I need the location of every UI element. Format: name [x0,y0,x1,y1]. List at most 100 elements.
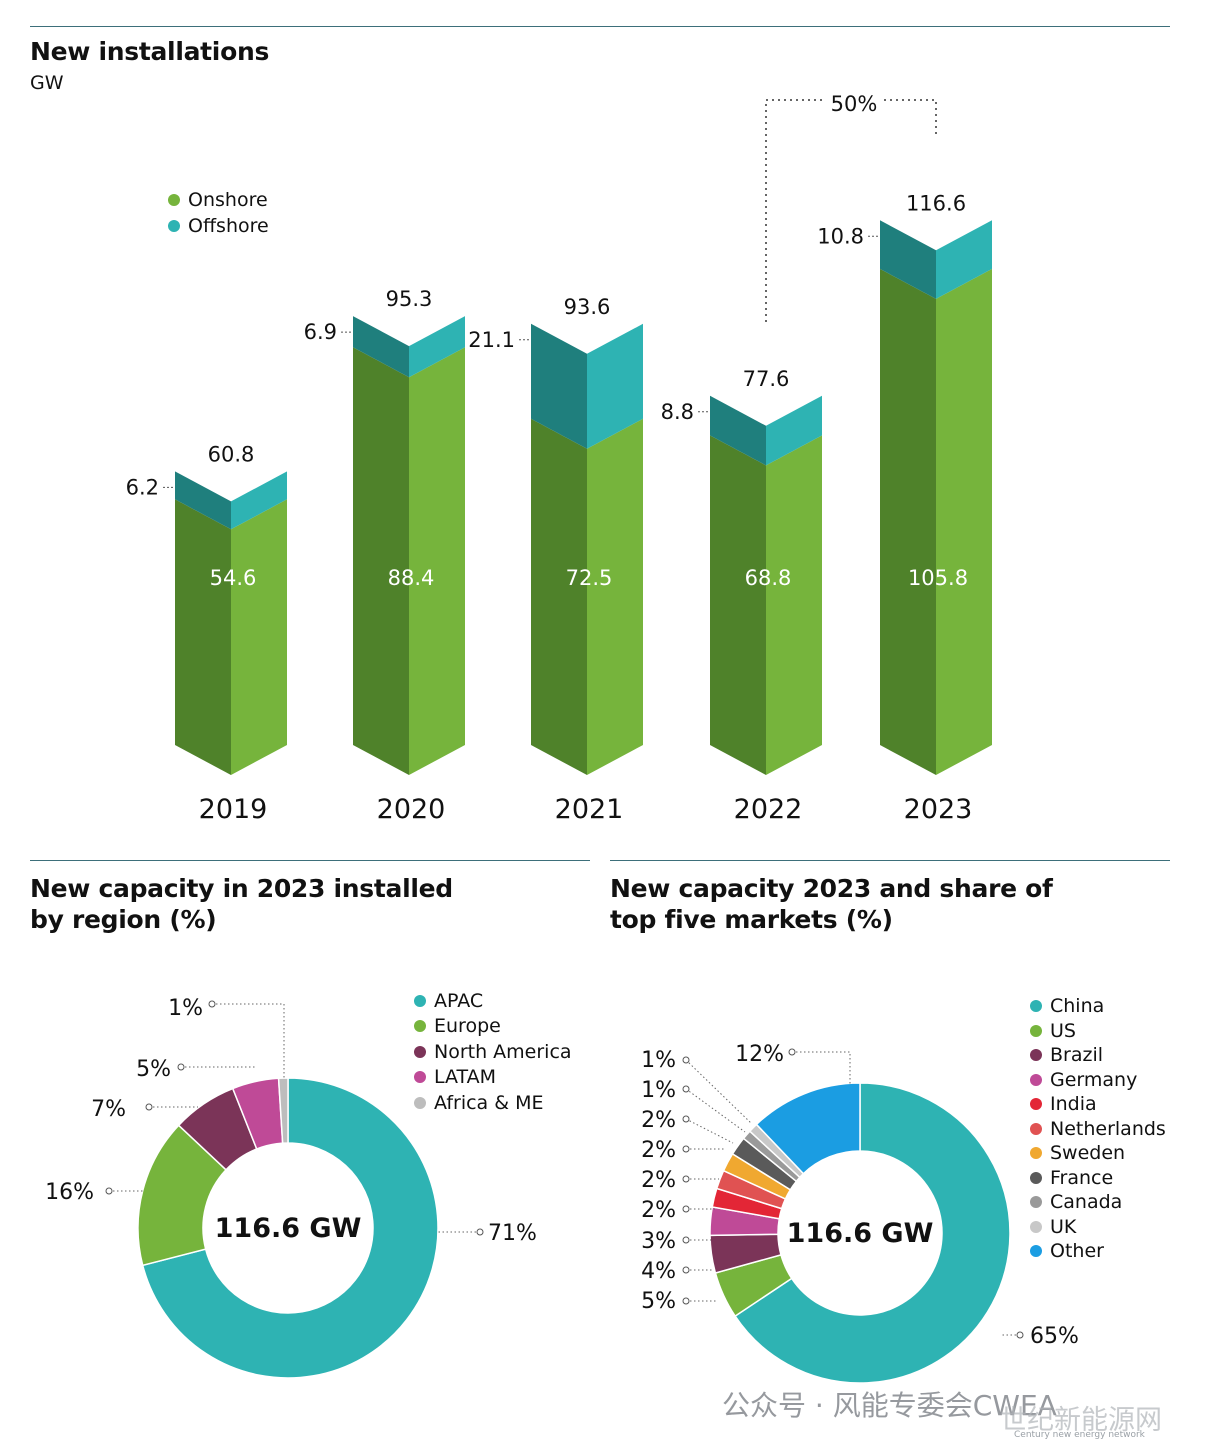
markets-chart-title: New capacity 2023 and share of top five … [610,874,1053,934]
markets-legend-label: Brazil [1050,1044,1104,1067]
uk-label: 1% [641,1048,676,1073]
onshore-value-label: 72.5 [566,566,613,590]
other-leader [792,1051,851,1084]
bar-chart-legend: Onshore Offshore [168,187,269,239]
onshore-bar-side-2019 [175,499,231,775]
markets-legend-swatch [1030,1098,1042,1111]
donut-center-label: 116.6 GW [215,1213,362,1244]
markets-legend-label: US [1050,1019,1076,1042]
region-legend-label: Africa & ME [434,1091,544,1114]
africa-me-label: 1% [168,996,203,1021]
growth-bracket-right [884,99,937,138]
canada-marker [682,1085,690,1093]
legend-item-offshore: Offshore [168,213,269,239]
france-leader [685,1118,734,1144]
total-value-label: 116.6 [906,191,966,215]
year-tick-label: 2023 [904,794,973,825]
markets-legend-label: Netherlands [1050,1117,1166,1140]
year-tick-label: 2019 [199,794,268,825]
offshore-value-label: 6.2 [126,475,159,499]
us-label: 5% [641,1289,676,1314]
bar-chart-unit: GW [30,72,64,94]
region-legend-swatch [414,1096,426,1109]
watermark-site-en: Century new energy network [1014,1430,1145,1440]
region-legend-item: North America [414,1039,572,1065]
region-legend-label: APAC [434,989,484,1012]
top-rule [30,26,1170,27]
us-marker [682,1297,690,1305]
bar-chart: 54.6 60.8 6.2 2019 88.4 95.3 6.9 2020 72.5 93.6 21… [126,92,992,825]
markets-legend-item: Other [1030,1239,1166,1264]
offshore-value-label: 10.8 [817,224,864,248]
markets-legend-swatch [1030,1171,1042,1184]
offshore-value-label: 8.8 [661,400,694,424]
total-value-label: 95.3 [386,287,433,311]
france-label: 2% [641,1108,676,1133]
markets-legend-label: Other [1050,1240,1104,1263]
year-tick-label: 2020 [377,794,446,825]
onshore-bar-2023 [936,268,992,775]
markets-legend-swatch [1030,1220,1042,1233]
sweden-marker [682,1145,690,1153]
onshore-bar-2021 [587,418,643,775]
markets-legend-label: Germany [1050,1068,1138,1091]
markets-legend: China US Brazil Germany India Netherlands Swed… [1030,994,1166,1264]
markets-legend-swatch [1030,1024,1042,1037]
latam-marker [177,1063,185,1071]
slice-africa-me [277,1077,289,1144]
region-rule [30,860,590,861]
africa-me-marker [208,1000,216,1008]
region-donut-chart: 116.6 GW 71% 16% 7% 5% 1% [45,996,537,1379]
offshore-value-label: 21.1 [468,328,515,352]
canada-leader [685,1088,746,1133]
uk-leader [685,1059,753,1125]
markets-legend-label: Canada [1050,1191,1123,1214]
growth-label: 50% [831,92,878,116]
offshore-bar-side-2020 [353,316,409,378]
canada-label: 1% [641,1078,676,1103]
donut-center-label: 116.6 GW [787,1218,934,1249]
onshore-swatch [168,194,180,206]
offshore-bar-2019 [231,471,287,530]
netherlands-marker [682,1175,690,1183]
offshore-bar-side-2023 [880,220,936,299]
onshore-bar-side-2020 [353,347,409,775]
region-legend-item: APAC [414,988,572,1014]
brazil-marker [682,1266,690,1274]
china-marker [1016,1331,1024,1339]
region-legend-swatch [414,1045,426,1058]
region-legend-swatch [414,1071,426,1084]
markets-legend-item: US [1030,1019,1166,1044]
watermark-text: 公众号 · 风能专委会CWEA [722,1389,1057,1422]
region-legend-item: Africa & ME [414,1090,572,1116]
germany-marker [682,1236,690,1244]
offshore-bar-side-2019 [175,471,231,530]
netherlands-label: 2% [641,1168,676,1193]
apac-label: 71% [488,1221,537,1246]
markets-legend-item: Germany [1030,1068,1166,1093]
markets-legend-item: Canada [1030,1190,1166,1215]
other-label: 12% [735,1042,784,1067]
onshore-bar-side-2022 [710,435,766,775]
onshore-bar-2020 [409,347,465,775]
markets-legend-item: Brazil [1030,1043,1166,1068]
markets-legend-label: UK [1050,1215,1077,1238]
onshore-bar-side-2023 [880,268,936,775]
total-value-label: 77.6 [743,367,790,391]
offshore-swatch [168,220,180,232]
region-legend-swatch [414,1020,426,1033]
france-marker [682,1115,690,1123]
brazil-label: 4% [641,1259,676,1284]
slice-other [755,1082,861,1175]
markets-legend-swatch [1030,1196,1042,1209]
region-legend-label: North America [434,1040,572,1063]
slice-apac [141,1077,439,1379]
markets-legend-swatch [1030,1049,1042,1062]
markets-legend-item: France [1030,1166,1166,1191]
bar-chart-title: New installations [30,37,270,66]
region-legend-label: LATAM [434,1066,497,1089]
region-legend-swatch [414,994,426,1007]
markets-legend-label: India [1050,1093,1097,1116]
markets-legend-swatch [1030,1000,1042,1013]
region-chart-title: New capacity in 2023 installed by region… [30,874,453,934]
